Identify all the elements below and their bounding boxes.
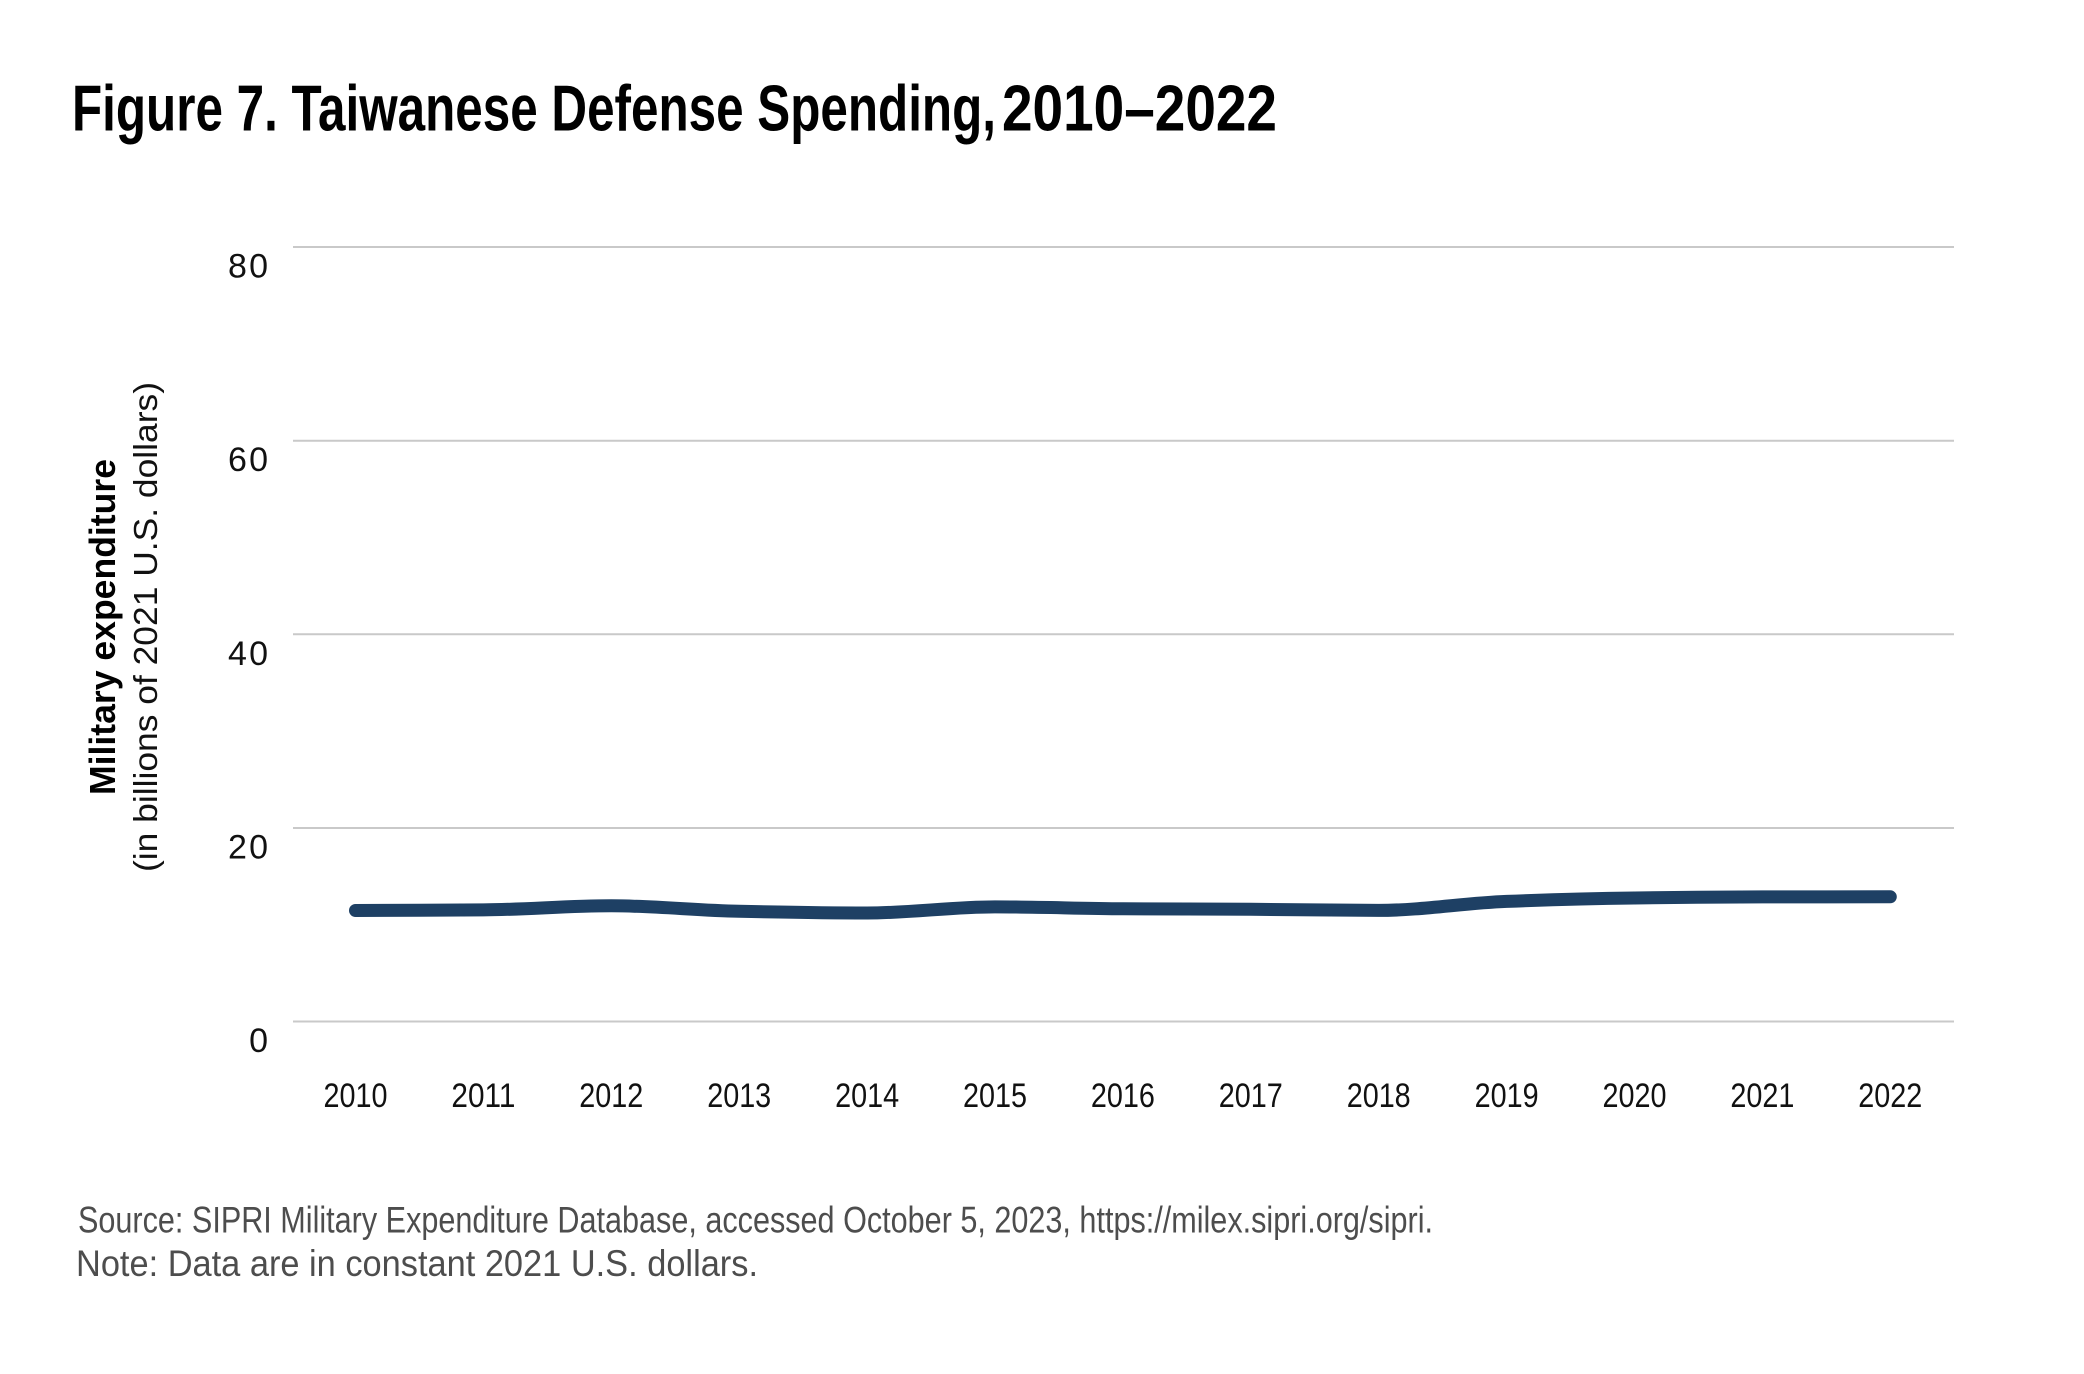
svg-text:2012: 2012 (579, 1077, 643, 1115)
svg-text:2013: 2013 (707, 1077, 771, 1115)
svg-text:2016: 2016 (1091, 1077, 1155, 1115)
svg-text:2015: 2015 (963, 1077, 1027, 1115)
svg-text:2010: 2010 (324, 1077, 388, 1115)
svg-text:2019: 2019 (1475, 1077, 1539, 1115)
svg-text:2017: 2017 (1219, 1077, 1283, 1115)
svg-text:0: 0 (249, 1022, 268, 1060)
svg-text:Military expenditure: Military expenditure (82, 459, 123, 795)
svg-text:Figure 7. Taiwanese Defense Sp: Figure 7. Taiwanese Defense Spending,201… (72, 72, 1277, 145)
svg-text:2022: 2022 (1858, 1077, 1922, 1115)
svg-text:2021: 2021 (1730, 1077, 1794, 1115)
svg-text:(in billions of 2021 U.S. doll: (in billions of 2021 U.S. dollars) (127, 382, 164, 872)
svg-text:Source: SIPRI Military Expendi: Source: SIPRI Military Expenditure Datab… (78, 1200, 1433, 1241)
svg-text:2011: 2011 (451, 1077, 515, 1115)
svg-text:Note: Data are in constant 202: Note: Data are in constant 2021 U.S. dol… (76, 1243, 758, 1284)
svg-text:2018: 2018 (1347, 1077, 1411, 1115)
svg-text:2014: 2014 (835, 1077, 899, 1115)
svg-text:2020: 2020 (1603, 1077, 1667, 1115)
